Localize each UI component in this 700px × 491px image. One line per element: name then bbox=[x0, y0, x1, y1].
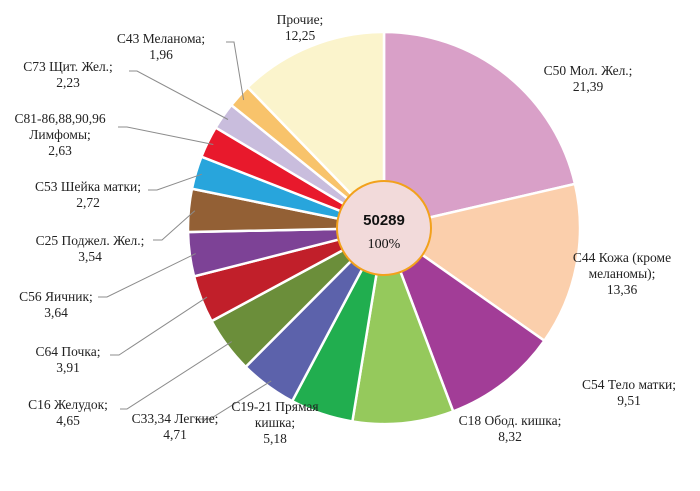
leader-line bbox=[148, 173, 202, 191]
slice-labels: С50 Мол. Жел.;21,39 С44 Кожа (кромемелано… bbox=[14, 12, 676, 446]
slice-label: С16 Желудок;4,65 bbox=[28, 397, 108, 428]
slice-category-label: С56 Яичник; bbox=[19, 289, 93, 304]
slice-value-label: 5,18 bbox=[263, 431, 287, 446]
slice-label: С56 Яичник;3,64 bbox=[19, 289, 93, 320]
slice-value-label: 13,36 bbox=[607, 282, 638, 297]
slice-category-label: С43 Меланома; bbox=[117, 31, 205, 46]
slice-category-label: Прочие; bbox=[277, 12, 324, 27]
leader-line bbox=[98, 253, 196, 298]
slice-value-label: 3,64 bbox=[44, 305, 68, 320]
slice-category-label: С73 Щит. Жел.; bbox=[23, 59, 113, 74]
slice-category-label: С25 Поджел. Жел.; bbox=[36, 233, 145, 248]
slice-label: С18 Обод. кишка;8,32 bbox=[459, 413, 562, 444]
slice-category-label: кишка; bbox=[255, 415, 295, 430]
slice-label: С43 Меланома;1,96 bbox=[117, 31, 205, 62]
slice-value-label: 8,32 bbox=[498, 429, 522, 444]
slice-category-label: С16 Желудок; bbox=[28, 397, 108, 412]
slice-category-label: С54 Тело матки; bbox=[582, 377, 676, 392]
slice-category-label: С53 Шейка матки; bbox=[35, 179, 141, 194]
slice-value-label: 21,39 bbox=[573, 79, 604, 94]
slice-category-label: меланомы); bbox=[589, 266, 656, 281]
slice-label: Прочие;12,25 bbox=[277, 12, 324, 43]
slice-label: С33,34 Легкие;4,71 bbox=[132, 411, 219, 442]
slice-label: С54 Тело матки;9,51 bbox=[582, 377, 676, 408]
leader-line bbox=[129, 70, 229, 120]
leader-line bbox=[226, 41, 245, 101]
slice-category-label: С19-21 Прямая bbox=[231, 399, 318, 414]
slice-value-label: 12,25 bbox=[285, 28, 316, 43]
slice-category-label: С64 Почка; bbox=[36, 344, 101, 359]
slice-category-label: С44 Кожа (кроме bbox=[573, 250, 671, 265]
slice-value-label: 4,71 bbox=[163, 427, 187, 442]
leader-line bbox=[118, 126, 214, 145]
pie-slice bbox=[245, 30, 386, 232]
pie-slice bbox=[380, 182, 582, 343]
leader-line bbox=[153, 210, 196, 241]
slice-value-label: 2,63 bbox=[48, 143, 72, 158]
slice-label: С64 Почка;3,91 bbox=[36, 344, 101, 375]
pie-slice bbox=[350, 223, 455, 426]
pie-slice bbox=[381, 224, 547, 414]
slice-value-label: 2,23 bbox=[56, 75, 80, 90]
center-circle bbox=[336, 180, 432, 276]
slice-category-label: С81-86,88,90,96 bbox=[14, 111, 105, 126]
leader-lines bbox=[98, 41, 272, 420]
slice-value-label: 9,51 bbox=[617, 393, 641, 408]
slice-label: С25 Поджел. Жел.;3,54 bbox=[36, 233, 145, 264]
leader-line bbox=[120, 341, 232, 410]
slice-label: С50 Мол. Жел.;21,39 bbox=[544, 63, 633, 94]
leader-line bbox=[195, 380, 272, 420]
slice-value-label: 4,65 bbox=[56, 413, 80, 428]
slice-label: С53 Шейка матки;2,72 bbox=[35, 179, 141, 210]
slice-category-label: С50 Мол. Жел.; bbox=[544, 63, 633, 78]
pie-slices bbox=[186, 30, 582, 426]
slice-value-label: 3,91 bbox=[56, 360, 80, 375]
center-percent: 100% bbox=[368, 237, 401, 252]
leader-line bbox=[110, 296, 208, 356]
slice-category-label: Лимфомы; bbox=[29, 127, 91, 142]
slice-value-label: 1,96 bbox=[149, 47, 173, 62]
pie-slice bbox=[382, 30, 577, 230]
slice-value-label: 3,54 bbox=[78, 249, 102, 264]
slice-category-label: С33,34 Легкие; bbox=[132, 411, 219, 426]
slice-label: С73 Щит. Жел.;2,23 bbox=[23, 59, 113, 90]
center-badge: 50289 100% bbox=[336, 180, 432, 276]
slice-category-label: С18 Обод. кишка; bbox=[459, 413, 562, 428]
slice-value-label: 2,72 bbox=[76, 195, 100, 210]
center-total: 50289 bbox=[363, 212, 405, 229]
